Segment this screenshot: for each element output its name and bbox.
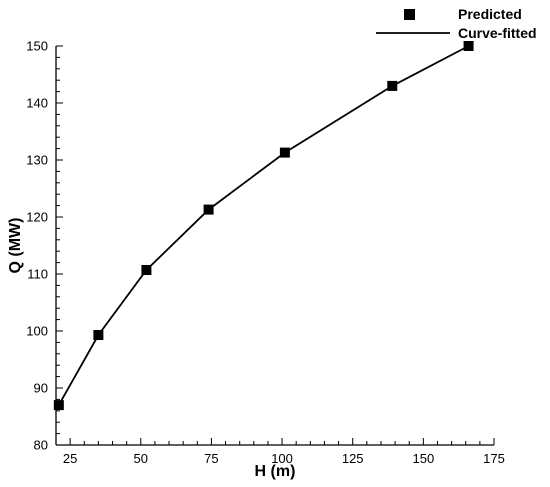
x-tick-label: 25: [63, 451, 77, 466]
predicted-point: [141, 265, 152, 276]
x-tick-label: 75: [204, 451, 218, 466]
y-axis-title: Q (MW): [7, 218, 24, 274]
predicted-point: [203, 204, 214, 215]
y-tick-label: 140: [26, 96, 48, 111]
predicted-point: [53, 400, 64, 411]
y-tick-label: 120: [26, 210, 48, 225]
y-tick-label: 100: [26, 324, 48, 339]
y-tick-label: 90: [34, 381, 48, 396]
x-tick-label: 100: [271, 451, 293, 466]
y-tick-label: 80: [34, 438, 48, 453]
legend-marker-predicted: [404, 9, 415, 20]
axes: [55, 46, 494, 446]
predicted-point: [279, 147, 290, 158]
y-tick-label: 110: [27, 267, 48, 282]
y-tick-label: 130: [26, 153, 48, 168]
y-tick-label: 150: [26, 39, 48, 54]
plot-area: [53, 41, 474, 411]
x-tick-label: 175: [483, 451, 505, 466]
x-axis-ticks: 25 50 75 100 125 150 175: [63, 438, 505, 466]
x-tick-label: 50: [134, 451, 148, 466]
curve-fitted-line: [58, 45, 470, 406]
legend-label-curve-fitted: Curve-fitted: [458, 25, 537, 41]
legend-label-predicted: Predicted: [458, 6, 522, 22]
predicted-point: [463, 41, 474, 51]
legend: Predicted Curve-fitted: [376, 6, 537, 41]
x-tick-label: 150: [413, 451, 435, 466]
predicted-point: [93, 329, 104, 340]
x-axis-title: H (m): [255, 463, 296, 480]
x-tick-label: 125: [342, 451, 364, 466]
predicted-point: [387, 80, 398, 91]
y-axis-ticks: 80 90 100 110 120 130 140 150: [26, 39, 63, 453]
